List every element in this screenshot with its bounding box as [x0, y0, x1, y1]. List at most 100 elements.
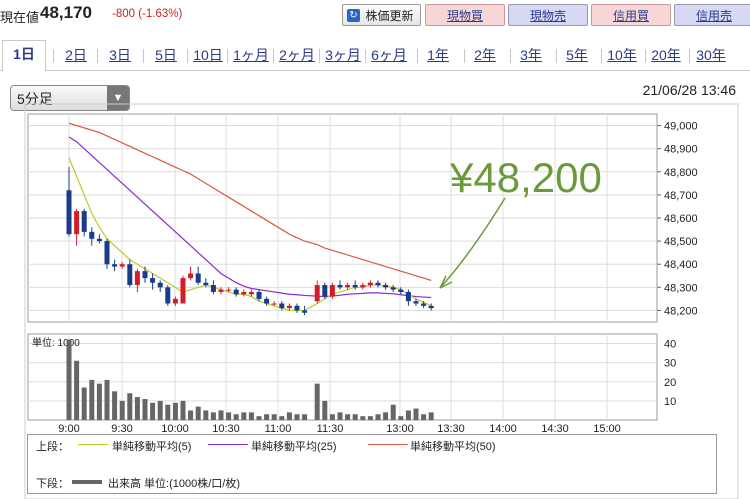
candle-body [294, 305, 300, 311]
volume-bar [180, 400, 186, 420]
legend-ma50-swatch [368, 444, 408, 445]
candle-body [264, 298, 270, 304]
price-tick-label: 48,900 [664, 144, 698, 156]
annotation-price-label: ¥48,200 [449, 154, 602, 201]
candle-body [314, 285, 320, 302]
candle-body [329, 285, 335, 297]
volume-panel [27, 333, 658, 421]
volume-bar [279, 416, 285, 420]
candle-body [89, 231, 95, 239]
candle-body [286, 305, 292, 309]
buy-spot-button[interactable]: 現物買 [425, 4, 505, 26]
volume-tick-label: 10 [664, 396, 676, 408]
price-tick-label: 48,700 [664, 190, 698, 202]
volume-bar [345, 414, 351, 420]
current-price-label: 現在値 [0, 10, 40, 25]
volume-bar [188, 410, 194, 420]
volume-bar [294, 414, 300, 420]
candle-body [180, 278, 186, 304]
legend-lower-label: 下段： [36, 478, 69, 490]
sell-margin-button[interactable]: 信用売 [674, 4, 750, 26]
time-tick-label: 14:00 [489, 423, 517, 435]
candle-body [157, 282, 163, 288]
volume-bar [210, 412, 216, 420]
tab-period-5[interactable]: 10日 [193, 47, 223, 63]
candle-body [345, 285, 351, 288]
tab-separator [273, 49, 274, 63]
tab-period-14[interactable]: 10年 [607, 47, 637, 63]
time-tick-label: 11:30 [317, 423, 344, 435]
volume-bar [352, 414, 358, 420]
tab-separator [365, 49, 366, 63]
volume-tick-label: 20 [664, 377, 676, 389]
time-tick-label: 13:00 [386, 423, 414, 435]
candle-body [248, 291, 254, 295]
sell-spot-button[interactable]: 現物売 [508, 4, 588, 26]
refresh-price-button[interactable]: ↻ 株価更新 [342, 4, 421, 26]
annotation-arrowhead [439, 275, 453, 289]
price-tick-label: 48,500 [664, 236, 698, 248]
tab-period-10[interactable]: 1年 [427, 47, 449, 63]
tab-period-1[interactable]: 1日 [2, 40, 46, 72]
tab-period-7[interactable]: 2ヶ月 [279, 47, 315, 63]
candle-body [390, 287, 396, 290]
buy-margin-button[interactable]: 信用買 [591, 4, 671, 26]
candle-body [112, 264, 118, 267]
volume-bar [421, 414, 427, 420]
interval-select[interactable]: 5分足 ▼ [10, 85, 130, 111]
candle-body [367, 282, 373, 286]
candle-body [421, 303, 427, 306]
tab-separator [417, 49, 418, 63]
time-tick-label: 13:30 [437, 423, 465, 435]
chart-frame [24, 103, 739, 499]
price-tick-label: 49,000 [664, 121, 698, 133]
volume-unit-label: 単位: 1000 [32, 336, 80, 349]
volume-bar [74, 360, 80, 420]
volume-bar [302, 414, 308, 420]
candle-body [188, 273, 194, 279]
volume-bar [383, 412, 389, 420]
candle-body [203, 282, 209, 286]
tab-period-12[interactable]: 3年 [520, 47, 542, 63]
tab-period-11[interactable]: 2年 [474, 47, 496, 63]
price-tick-label: 48,200 [664, 305, 698, 317]
candle-body [256, 291, 262, 299]
volume-bar [104, 379, 110, 420]
tab-period-9[interactable]: 6ヶ月 [371, 47, 407, 63]
volume-bar [322, 400, 328, 420]
volume-bar [329, 414, 335, 420]
tab-period-8[interactable]: 3ヶ月 [325, 47, 361, 63]
tab-period-13[interactable]: 5年 [566, 47, 588, 63]
time-tick-label: 15:00 [593, 423, 621, 435]
volume-bar [367, 416, 373, 420]
volume-bar [96, 383, 102, 420]
tab-period-16[interactable]: 30年 [696, 47, 726, 63]
current-price: 48,170 [40, 3, 92, 22]
volume-bar [150, 402, 156, 420]
tab-period-3[interactable]: 3日 [109, 47, 131, 63]
time-tick-label: 10:30 [212, 423, 240, 435]
candle-body [210, 285, 216, 292]
ma50-line [68, 122, 432, 281]
tab-period-15[interactable]: 20年 [651, 47, 681, 63]
volume-bar [142, 398, 148, 420]
candle-body [405, 291, 411, 302]
tab-period-2[interactable]: 2日 [65, 47, 87, 63]
time-tick-label: 11:00 [265, 423, 292, 435]
candle-body [119, 264, 125, 267]
volume-bar [119, 400, 125, 420]
volume-bar [398, 416, 404, 420]
volume-bar [165, 404, 171, 420]
tab-separator [556, 49, 557, 63]
tab-period-6[interactable]: 1ヶ月 [233, 47, 269, 63]
legend-volume-label: 出来高 単位:(1000株/口/枚) [108, 478, 241, 490]
volume-bar [81, 387, 87, 420]
candle-body [134, 271, 140, 286]
tab-separator [319, 49, 320, 63]
tab-period-4[interactable]: 5日 [155, 47, 177, 63]
tab-separator [689, 49, 690, 63]
header: 現在値 48,170 -800 (-1.63%) ↻ 株価更新 現物買 現物売 … [0, 0, 750, 32]
tab-separator [645, 49, 646, 63]
chart-legend: 上段： 単純移動平均(5) 単純移動平均(25) 単純移動平均(50) 下段： … [27, 434, 717, 494]
volume-bar [66, 339, 72, 420]
